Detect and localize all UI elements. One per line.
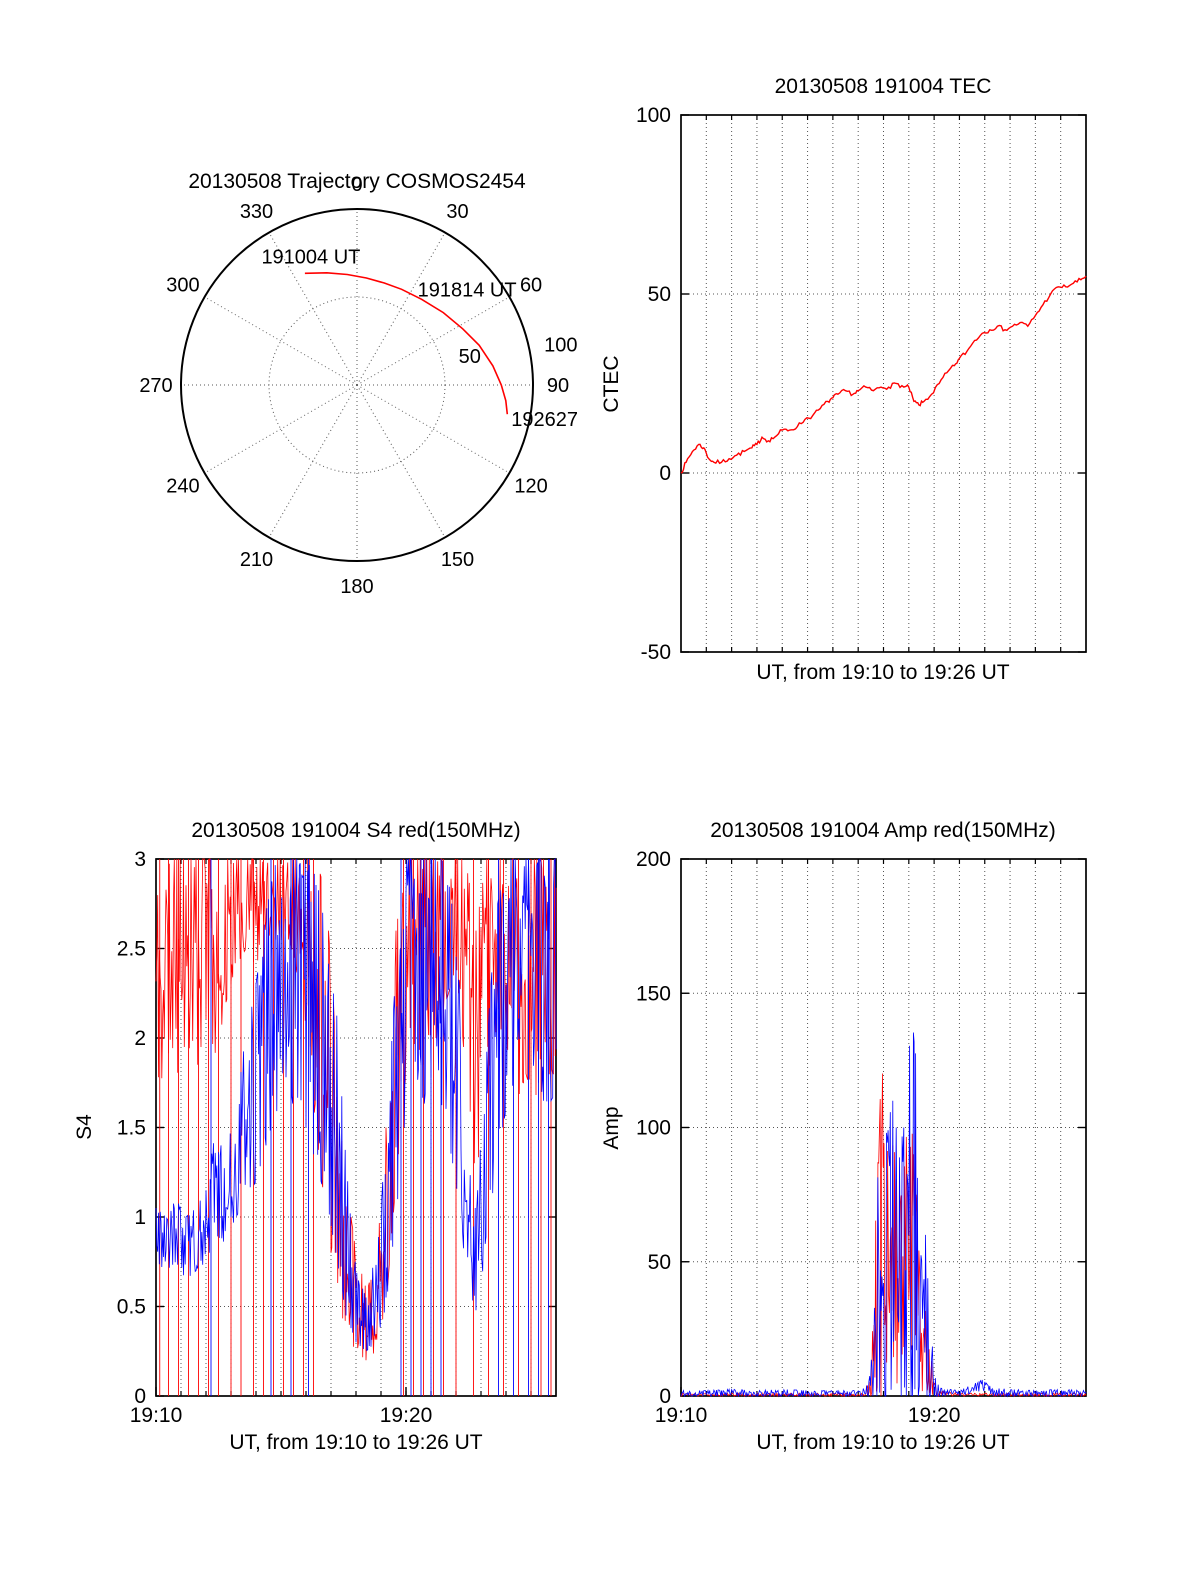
svg-text:0.5: 0.5 [117,1296,146,1319]
svg-text:100: 100 [544,334,577,356]
tec-ylabel: CTEC [600,355,623,413]
amp-xlabel: UT, from 19:10 to 19:26 UT [756,1431,1010,1454]
svg-text:-50: -50 [641,641,671,664]
svg-text:100: 100 [636,1117,671,1140]
svg-text:3: 3 [134,848,146,871]
trajectory-title: 20130508 Trajectory COSMOS2454 [188,170,526,193]
svg-text:0: 0 [351,174,362,196]
svg-text:191814 UT: 191814 UT [418,279,517,301]
svg-text:1: 1 [134,1206,146,1229]
svg-text:0: 0 [659,462,671,485]
svg-text:200: 200 [636,848,671,871]
svg-text:1.5: 1.5 [117,1117,146,1140]
svg-text:240: 240 [166,476,199,498]
svg-text:19:20: 19:20 [908,1404,961,1427]
svg-text:180: 180 [340,576,373,598]
svg-text:30: 30 [446,201,468,223]
tec-title: 20130508 191004 TEC [774,75,992,98]
svg-text:191004 UT: 191004 UT [261,246,360,268]
svg-text:90: 90 [547,375,569,397]
amp-title: 20130508 191004 Amp red(150MHz) [710,819,1056,842]
amp-ylabel: Amp [600,1106,623,1150]
svg-text:2.5: 2.5 [117,938,146,961]
svg-text:0: 0 [659,1385,671,1408]
svg-text:19:20: 19:20 [380,1404,433,1427]
svg-text:270: 270 [139,375,172,397]
svg-text:0: 0 [134,1385,146,1408]
svg-text:19:10: 19:10 [130,1404,183,1427]
svg-text:300: 300 [166,275,199,297]
s4-ylabel: S4 [73,1114,96,1140]
svg-text:330: 330 [240,201,273,223]
svg-text:19:10: 19:10 [655,1404,708,1427]
svg-text:50: 50 [648,283,671,306]
svg-text:50: 50 [648,1251,671,1274]
svg-text:150: 150 [441,549,474,571]
svg-text:120: 120 [514,476,547,498]
svg-text:192627: 192627 [511,409,578,431]
svg-text:150: 150 [636,982,671,1005]
tec-xlabel: UT, from 19:10 to 19:26 UT [756,661,1010,684]
svg-text:2: 2 [134,1027,146,1050]
svg-text:60: 60 [520,275,542,297]
svg-text:50: 50 [459,346,481,368]
svg-text:100: 100 [636,104,671,127]
s4-xlabel: UT, from 19:10 to 19:26 UT [229,1431,483,1454]
svg-text:210: 210 [240,549,273,571]
s4-title: 20130508 191004 S4 red(150MHz) [191,819,521,842]
